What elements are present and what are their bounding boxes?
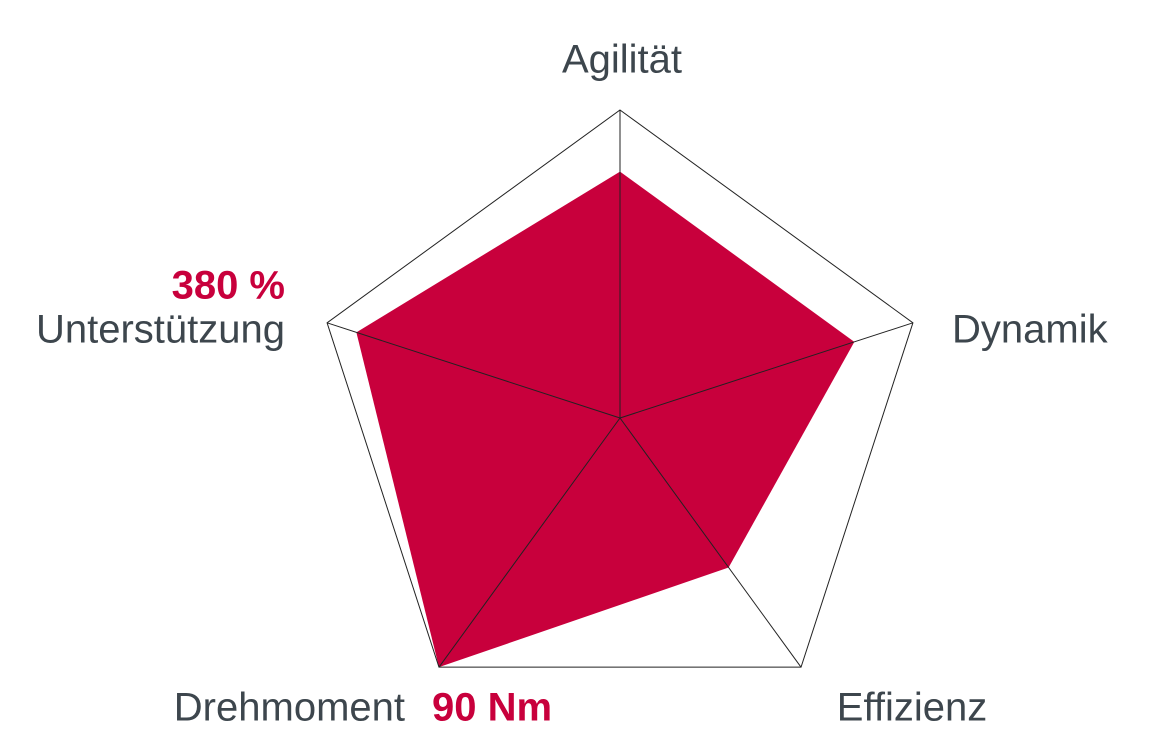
axis-label: Dynamik bbox=[952, 308, 1109, 352]
data-area bbox=[356, 171, 855, 668]
axis-label: Effizienz bbox=[837, 686, 987, 730]
spoke bbox=[619, 322, 914, 419]
spoke bbox=[438, 417, 621, 668]
spoke bbox=[619, 417, 802, 668]
axis-label: Agilität bbox=[562, 38, 682, 82]
annotation: 380 % bbox=[172, 264, 285, 308]
axis-label: Drehmoment bbox=[174, 686, 405, 730]
spoke bbox=[326, 322, 621, 419]
outer-ring bbox=[326, 109, 914, 668]
axis-label: Unterstützung bbox=[36, 308, 285, 352]
annotation: 90 Nm bbox=[432, 686, 552, 730]
